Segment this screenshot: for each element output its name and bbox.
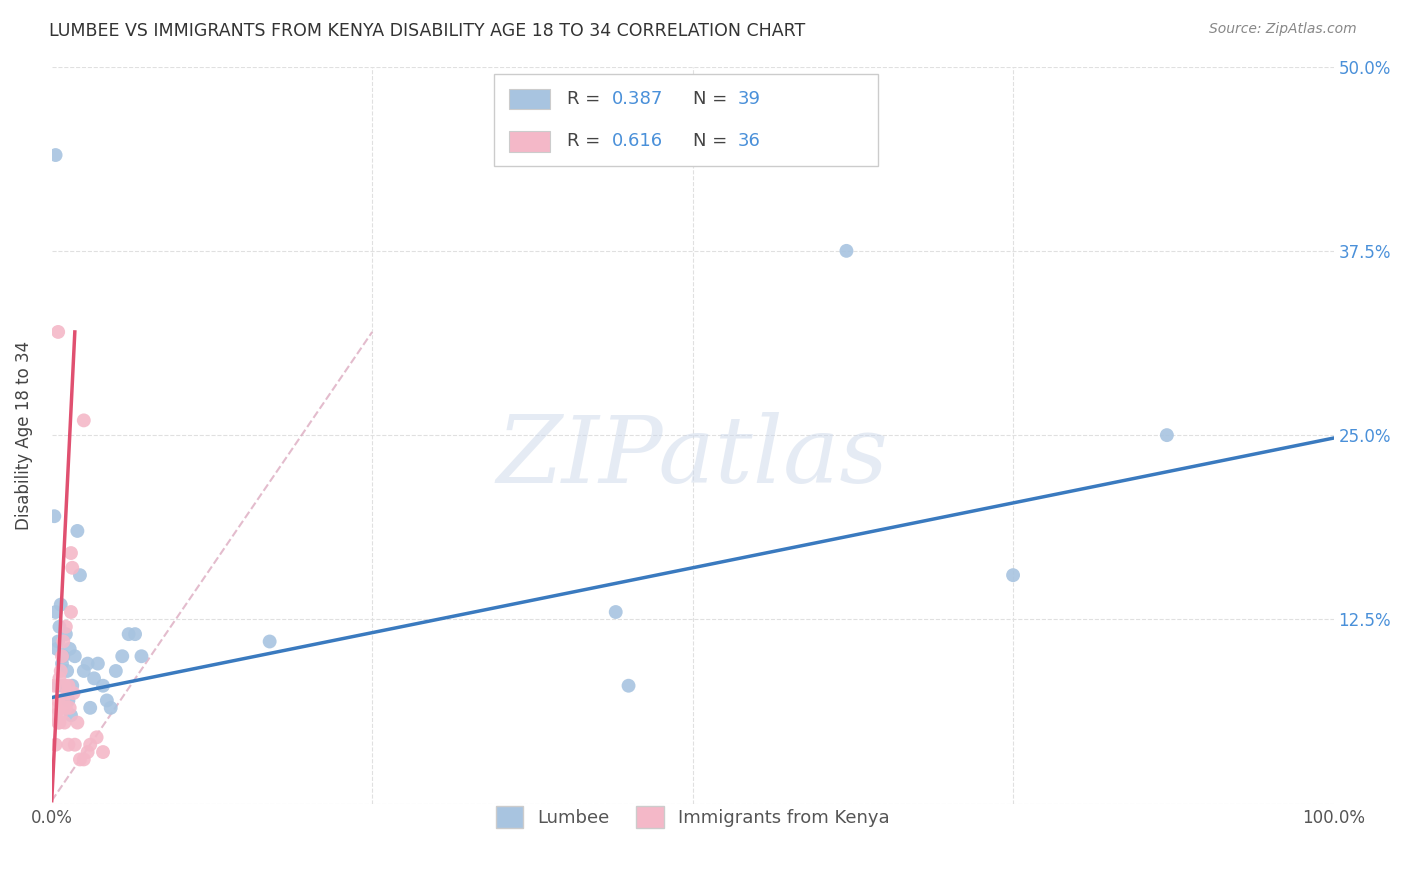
Point bbox=[45, 738, 67, 752]
Point bbox=[46, 693, 69, 707]
Bar bbox=[509, 88, 550, 109]
Point bbox=[46, 715, 69, 730]
Point bbox=[53, 679, 76, 693]
Point bbox=[59, 701, 82, 715]
Point bbox=[58, 679, 80, 693]
Point bbox=[58, 738, 80, 752]
Point bbox=[1156, 428, 1178, 442]
Point bbox=[86, 731, 108, 745]
Point bbox=[835, 244, 858, 258]
Point bbox=[48, 715, 70, 730]
Legend: Lumbee, Immigrants from Kenya: Lumbee, Immigrants from Kenya bbox=[488, 798, 897, 835]
Point bbox=[111, 649, 134, 664]
Point bbox=[79, 738, 101, 752]
Point bbox=[87, 657, 110, 671]
Point bbox=[55, 620, 77, 634]
Point bbox=[44, 679, 66, 693]
Point bbox=[100, 701, 122, 715]
Point bbox=[118, 627, 141, 641]
Point bbox=[52, 634, 75, 648]
Point bbox=[56, 664, 79, 678]
Point bbox=[96, 693, 118, 707]
Point bbox=[104, 664, 127, 678]
Point bbox=[58, 693, 80, 707]
Point bbox=[91, 745, 114, 759]
Point bbox=[48, 620, 70, 634]
Point bbox=[69, 752, 91, 766]
Point bbox=[91, 679, 114, 693]
Point bbox=[617, 679, 640, 693]
Point bbox=[1002, 568, 1025, 582]
Point bbox=[62, 686, 84, 700]
Text: R =: R = bbox=[567, 132, 606, 150]
Point bbox=[45, 701, 67, 715]
Point bbox=[52, 693, 75, 707]
Point bbox=[51, 701, 73, 715]
Point bbox=[59, 605, 82, 619]
Point bbox=[66, 715, 89, 730]
Point bbox=[45, 641, 67, 656]
Point bbox=[59, 708, 82, 723]
Point bbox=[45, 708, 67, 723]
Point bbox=[56, 686, 79, 700]
Text: 0.616: 0.616 bbox=[612, 132, 664, 150]
Point bbox=[59, 641, 82, 656]
Point bbox=[49, 708, 72, 723]
Point bbox=[49, 598, 72, 612]
Point bbox=[60, 561, 83, 575]
Point bbox=[73, 752, 96, 766]
Point bbox=[63, 649, 86, 664]
Point bbox=[51, 649, 73, 664]
Bar bbox=[509, 131, 550, 152]
Point bbox=[83, 671, 105, 685]
Point bbox=[48, 671, 70, 685]
Point bbox=[55, 627, 77, 641]
Text: 0.387: 0.387 bbox=[612, 90, 664, 108]
Point bbox=[53, 679, 76, 693]
Point bbox=[66, 524, 89, 538]
Point bbox=[79, 701, 101, 715]
Point bbox=[45, 605, 67, 619]
Bar bbox=[494, 74, 879, 166]
Point bbox=[63, 738, 86, 752]
Text: R =: R = bbox=[567, 90, 606, 108]
Text: 36: 36 bbox=[738, 132, 761, 150]
Point bbox=[46, 634, 69, 648]
Point bbox=[76, 657, 98, 671]
Point bbox=[69, 568, 91, 582]
Point bbox=[60, 679, 83, 693]
Text: N =: N = bbox=[693, 132, 733, 150]
Point bbox=[46, 325, 69, 339]
Point bbox=[59, 546, 82, 560]
Text: ZIPatlas: ZIPatlas bbox=[496, 412, 889, 502]
Point bbox=[49, 664, 72, 678]
Point bbox=[124, 627, 146, 641]
Point bbox=[259, 634, 281, 648]
Point bbox=[76, 745, 98, 759]
Point bbox=[44, 509, 66, 524]
Text: 39: 39 bbox=[738, 90, 761, 108]
Point bbox=[73, 413, 96, 427]
Point bbox=[51, 657, 73, 671]
Point bbox=[131, 649, 153, 664]
Point bbox=[55, 701, 77, 715]
Point bbox=[605, 605, 627, 619]
Text: N =: N = bbox=[693, 90, 733, 108]
Point bbox=[46, 679, 69, 693]
Text: Source: ZipAtlas.com: Source: ZipAtlas.com bbox=[1209, 22, 1357, 37]
Point bbox=[52, 649, 75, 664]
Point bbox=[73, 664, 96, 678]
Point bbox=[53, 715, 76, 730]
Point bbox=[45, 148, 67, 162]
Y-axis label: Disability Age 18 to 34: Disability Age 18 to 34 bbox=[15, 341, 32, 530]
Text: LUMBEE VS IMMIGRANTS FROM KENYA DISABILITY AGE 18 TO 34 CORRELATION CHART: LUMBEE VS IMMIGRANTS FROM KENYA DISABILI… bbox=[49, 22, 806, 40]
